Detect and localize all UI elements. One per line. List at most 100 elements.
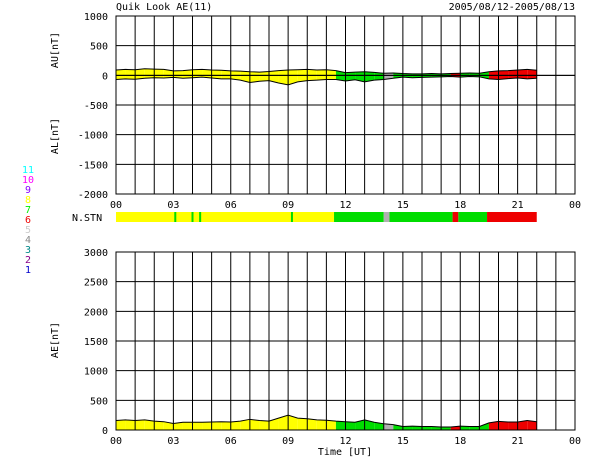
- legend-station-10: 10: [22, 175, 34, 186]
- ae-fill-segment: [163, 421, 174, 430]
- au-fill-segment: [173, 70, 183, 76]
- au-fill-segment: [154, 69, 164, 76]
- date-range: 2005/08/12-2005/08/13: [449, 2, 575, 13]
- ae-fill-segment: [316, 419, 327, 430]
- nstn-segment: [383, 212, 390, 222]
- y-axis-label: AL[nT]: [50, 118, 61, 154]
- ae-fill-segment: [182, 422, 193, 430]
- x-tick-label: 06: [225, 200, 237, 211]
- au-fill-segment: [249, 71, 260, 76]
- y-tick-label: 1000: [84, 12, 108, 23]
- au-fill-segment: [316, 69, 327, 76]
- x-tick-label: 15: [397, 436, 409, 447]
- al-fill-segment: [297, 75, 308, 82]
- y-axis-label: AU[nT]: [50, 32, 61, 68]
- nstn-label: N.STN: [72, 213, 102, 224]
- ae-fill-segment: [498, 421, 509, 430]
- y-tick-label: 1500: [84, 337, 108, 348]
- y-tick-label: 3000: [84, 248, 108, 259]
- ae-fill-segment: [173, 422, 183, 430]
- ae-fill-segment: [441, 427, 451, 430]
- x-tick-label: 00: [110, 200, 122, 211]
- x-tick-label: 00: [569, 436, 581, 447]
- au-fill-segment: [278, 69, 289, 76]
- nstn-segment: [458, 212, 488, 222]
- au-fill-segment: [269, 70, 279, 76]
- au-fill-segment: [335, 70, 346, 76]
- al-fill-segment: [316, 75, 327, 81]
- al-fill-segment: [125, 75, 136, 80]
- y-tick-label: -2000: [78, 190, 108, 201]
- nstn-segment: [334, 212, 384, 222]
- ae-fill-segment: [154, 421, 164, 430]
- ae-fill-segment: [326, 420, 336, 430]
- chart-title: Quik Look AE(11): [116, 2, 212, 13]
- ae-fill-segment: [192, 422, 203, 430]
- plot-frame: [115, 15, 576, 195]
- x-tick-label: 03: [167, 436, 179, 447]
- ae-fill-segment: [374, 422, 384, 430]
- ae-fill-segment: [202, 421, 212, 430]
- au-fill-segment: [230, 70, 241, 76]
- x-tick-label: 09: [282, 436, 294, 447]
- station-count-bar: [116, 212, 537, 222]
- legend-station-2: 2: [25, 255, 31, 266]
- nstn-segment: [116, 212, 335, 222]
- ae-fill-segment: [383, 423, 394, 430]
- au-fill-segment: [240, 71, 250, 76]
- y-tick-label: 500: [90, 396, 108, 407]
- ae-fill-segment: [307, 418, 317, 430]
- y-axis-label: AE[nT]: [50, 322, 61, 358]
- x-tick-label: 18: [454, 200, 466, 211]
- au-fill-segment: [527, 69, 537, 76]
- x-tick-label: 03: [167, 200, 179, 211]
- legend-station-11: 11: [22, 165, 34, 176]
- ae-fill-segment: [259, 420, 269, 430]
- plot-frame: [115, 251, 576, 431]
- au-fill-segment: [288, 69, 298, 76]
- y-tick-label: 1000: [84, 367, 108, 378]
- ae-fill-segment: [422, 426, 432, 430]
- au-fill-segment: [144, 68, 155, 76]
- ae-fill-segment: [508, 421, 518, 430]
- x-tick-label: 12: [339, 200, 351, 211]
- ae-fill-segment: [221, 421, 231, 430]
- nstn-tick: [191, 212, 194, 222]
- ae-fill-segment: [278, 415, 289, 430]
- ae-fill-segment: [364, 419, 375, 430]
- y-tick-label: 0: [102, 426, 108, 437]
- au-fill-segment: [135, 68, 145, 76]
- legend-station-4: 4: [25, 235, 31, 246]
- al-fill-segment: [221, 75, 231, 79]
- au-fill-segment: [508, 69, 518, 76]
- x-tick-label: 06: [225, 436, 237, 447]
- ae-fill-segment: [211, 421, 222, 430]
- au-fill-segment: [182, 69, 193, 76]
- legend-station-8: 8: [25, 195, 31, 206]
- nstn-tick: [199, 212, 202, 222]
- au-fill-segment: [307, 69, 317, 76]
- x-tick-label: 00: [569, 200, 581, 211]
- x-tick-label: 18: [454, 436, 466, 447]
- ae-fill-segment: [288, 415, 298, 430]
- x-tick-label: 00: [110, 436, 122, 447]
- ae-fill-segment: [240, 419, 250, 430]
- au-fill-segment: [355, 71, 365, 76]
- ae-fill-segment: [249, 419, 260, 430]
- ae-fill-segment: [488, 421, 499, 430]
- x-tick-label: 21: [512, 436, 524, 447]
- x-tick-label: 12: [339, 436, 351, 447]
- ae-fill-segment: [479, 422, 489, 430]
- y-tick-label: 2500: [84, 278, 108, 289]
- legend-station-3: 3: [25, 245, 31, 256]
- au-fill-segment: [202, 69, 212, 76]
- al-fill-segment: [326, 75, 336, 80]
- y-tick-label: -1000: [78, 131, 108, 142]
- au-fill-segment: [221, 70, 231, 76]
- ae-fill-segment: [135, 419, 145, 430]
- y-tick-label: -500: [84, 101, 108, 112]
- ae-fill-segment: [412, 426, 422, 430]
